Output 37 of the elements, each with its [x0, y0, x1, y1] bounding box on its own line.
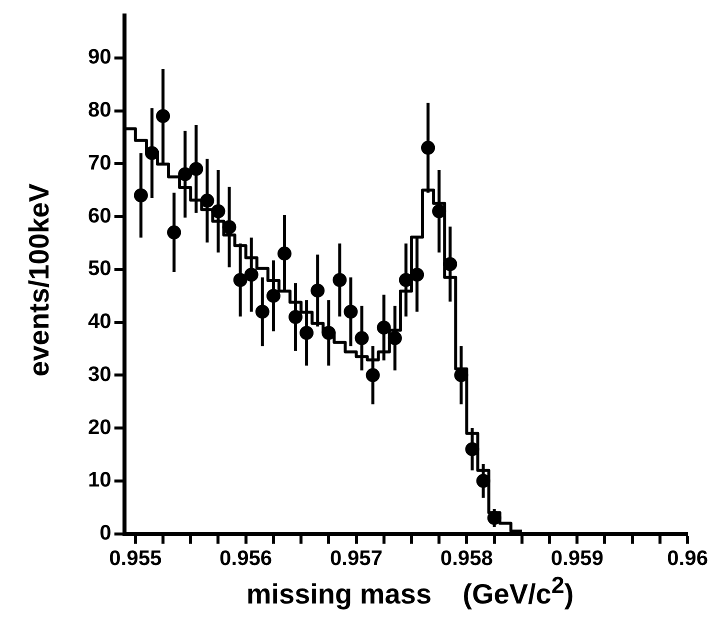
- point: [376, 320, 391, 335]
- y-tick-label: 40: [88, 310, 112, 334]
- point: [244, 268, 258, 282]
- x-tick-label: 0.958: [440, 547, 494, 570]
- point: [310, 284, 325, 298]
- point: [277, 246, 292, 261]
- x-tick-label: 0.96: [667, 547, 708, 570]
- point: [233, 272, 248, 287]
- point: [300, 326, 314, 340]
- point: [156, 109, 170, 124]
- point: [366, 368, 380, 382]
- point: [332, 272, 347, 287]
- y-tick-label: 90: [88, 46, 112, 69]
- point: [266, 288, 280, 303]
- point: [178, 167, 192, 182]
- point: [134, 188, 148, 202]
- point: [167, 225, 182, 240]
- y-tick-label: 80: [88, 98, 112, 122]
- y-tick-label: 60: [88, 204, 112, 228]
- y-tick-label: 50: [88, 257, 112, 280]
- point: [255, 304, 270, 319]
- x-tick-label: 0.956: [220, 547, 272, 570]
- point: [344, 304, 358, 319]
- point: [421, 140, 436, 155]
- x-tick-label: 0.955: [109, 547, 162, 570]
- y-axis-title: events/100keV: [24, 183, 56, 377]
- y-tick-label: 70: [88, 151, 112, 174]
- x-tick-label: 0.959: [550, 547, 604, 570]
- point: [354, 331, 369, 346]
- y-tick-label: 20: [88, 416, 112, 439]
- y-tick-label: 10: [88, 468, 112, 492]
- point: [189, 162, 204, 176]
- x-tick-label: 0.957: [330, 547, 383, 570]
- y-tick-label: 0: [100, 522, 112, 545]
- x-axis-title: missing mass (GeV/c$^{2}$): [245, 572, 575, 610]
- point: [288, 310, 303, 324]
- y-tick-label: 30: [88, 362, 112, 386]
